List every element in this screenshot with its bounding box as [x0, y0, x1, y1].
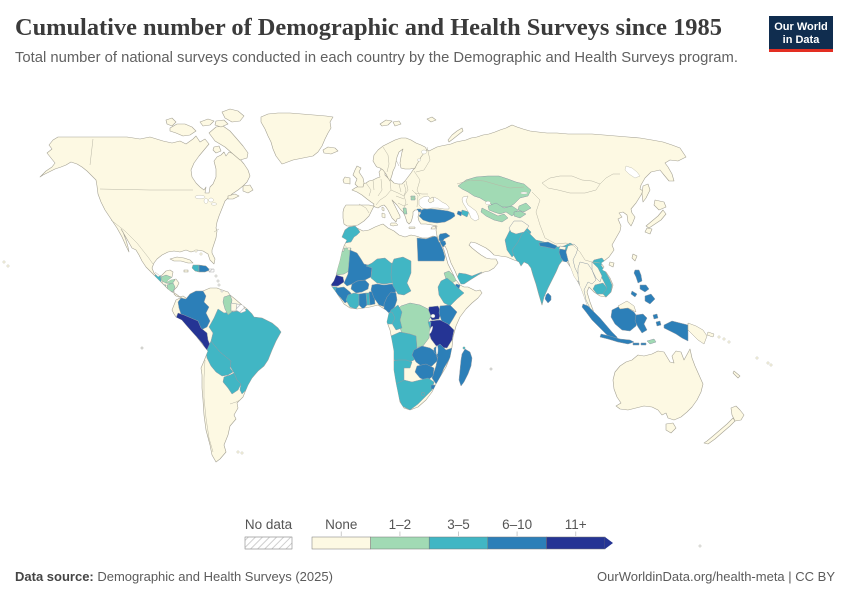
svg-text:11+: 11+: [565, 517, 587, 532]
svg-text:3–5: 3–5: [447, 517, 470, 532]
svg-text:None: None: [325, 517, 357, 532]
svg-text:6–10: 6–10: [502, 517, 532, 532]
svg-text:No data: No data: [245, 517, 293, 532]
svg-text:1–2: 1–2: [389, 517, 412, 532]
